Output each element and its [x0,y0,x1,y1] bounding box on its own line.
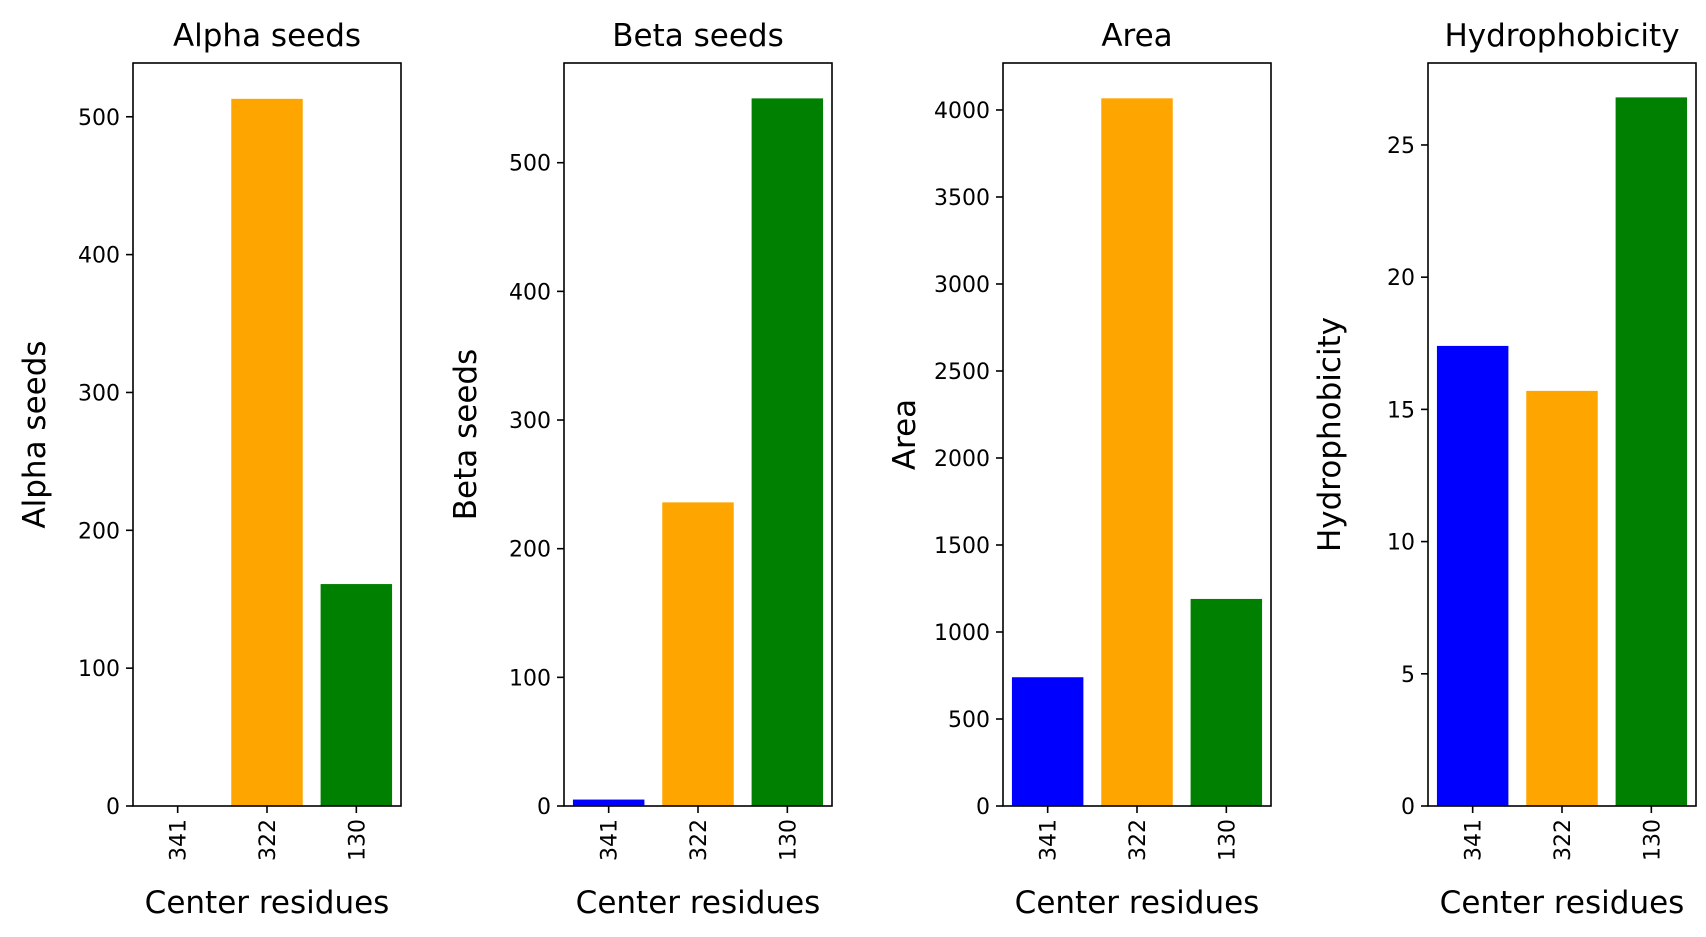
chart-title: Hydrophobicity [1444,18,1679,54]
chart-panel: 0 500 1000 1500 2000 2500 3000 3500 4000 341 322 13… [887,18,1272,921]
y-tick-label: 100 [78,657,120,682]
chart-panel: 0 100 200 300 400 500 341 322 130 Beta seeds Cente… [448,18,833,921]
y-tick-label: 25 [1387,134,1415,159]
x-tick-label: 322 [1126,819,1151,861]
chart-panel: 0 100 200 300 400 500 341 322 130 Alpha seeds Cent… [17,18,402,921]
y-axis-label: Area [887,399,923,470]
y-axis-label: Alpha seeds [17,340,53,528]
bar [572,799,645,806]
x-tick-label: 130 [776,819,801,861]
x-tick-label: 341 [1462,819,1487,861]
bar [662,502,734,806]
bar [1615,97,1688,807]
x-tick-label: 341 [167,819,192,861]
bar [751,98,824,806]
y-tick-label: 100 [509,666,551,691]
x-tick-label: 322 [1551,819,1576,861]
x-tick-label: 130 [1215,819,1240,861]
y-tick-label: 3500 [934,186,990,211]
y-tick-label: 0 [976,795,990,820]
y-tick-label: 2500 [934,360,990,385]
bar [1526,390,1598,806]
y-tick-label: 2000 [934,447,990,472]
y-axis-label: Beta seeds [448,349,484,520]
y-tick-label: 0 [1401,795,1415,820]
y-tick-label: 5 [1401,663,1415,688]
x-tick-label: 322 [256,819,281,861]
y-tick-label: 400 [509,280,551,305]
x-tick-label: 341 [598,819,623,861]
y-tick-label: 3000 [934,273,990,298]
y-tick-label: 500 [948,708,990,733]
x-axis-label: Center residues [576,885,821,921]
chart-title: Beta seeds [612,18,783,54]
y-tick-label: 400 [78,244,120,269]
x-tick-label: 130 [345,819,370,861]
bar [1436,345,1509,806]
bar [1101,98,1173,807]
y-tick-label: 300 [78,381,120,406]
x-tick-label: 130 [1640,819,1665,861]
bar [320,584,393,806]
y-tick-label: 1500 [934,534,990,559]
y-tick-label: 10 [1387,531,1415,556]
bar [1190,598,1263,806]
x-tick-label: 322 [687,819,712,861]
x-axis-label: Center residues [1015,885,1260,921]
x-axis-label: Center residues [1440,885,1685,921]
y-tick-label: 0 [537,795,551,820]
y-tick-label: 500 [78,106,120,131]
y-axis-label: Hydrophobicity [1312,317,1348,552]
y-tick-label: 200 [509,538,551,563]
y-tick-label: 15 [1387,398,1415,423]
y-tick-label: 200 [78,519,120,544]
x-tick-label: 341 [1037,819,1062,861]
y-tick-label: 300 [509,409,551,434]
chart-title: Alpha seeds [173,18,361,54]
bar [1011,677,1084,806]
y-tick-label: 4000 [934,99,990,124]
y-tick-label: 1000 [934,621,990,646]
x-axis-label: Center residues [145,885,390,921]
bar [231,98,303,806]
y-tick-label: 0 [106,795,120,820]
y-tick-label: 20 [1387,266,1415,291]
chart-panel: 0 5 10 15 20 25 341 322 130 Hydrophobicity Center … [1312,18,1697,921]
y-tick-label: 500 [509,152,551,177]
chart-title: Area [1101,18,1172,54]
